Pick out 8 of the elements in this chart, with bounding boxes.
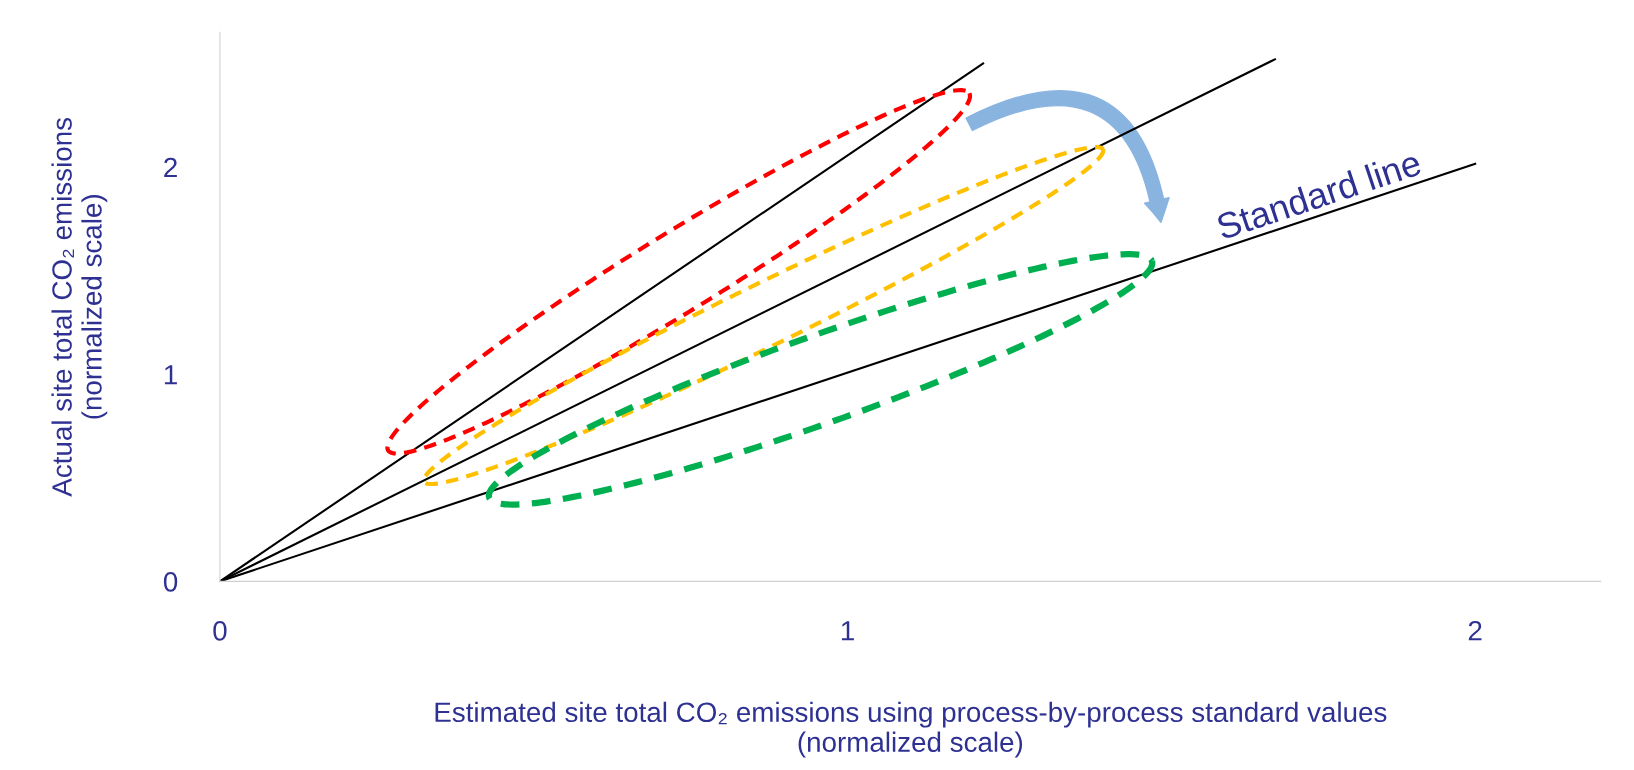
x-tick-label: 2 xyxy=(1468,620,1482,641)
y-tick-label: 0 xyxy=(163,572,178,592)
x-axis-title: Estimated site total CO₂ emissions using process-by-process standard values (normalized scale) xyxy=(435,701,1387,758)
y-tick-label: 1 xyxy=(164,365,177,385)
x-tick-label: 0 xyxy=(213,620,227,641)
y-axis-title: Actual site total CO₂ emissions (normalized scale) xyxy=(51,117,108,497)
x-tick-label: 1 xyxy=(841,621,854,641)
y-tick-label: 2 xyxy=(164,157,177,178)
